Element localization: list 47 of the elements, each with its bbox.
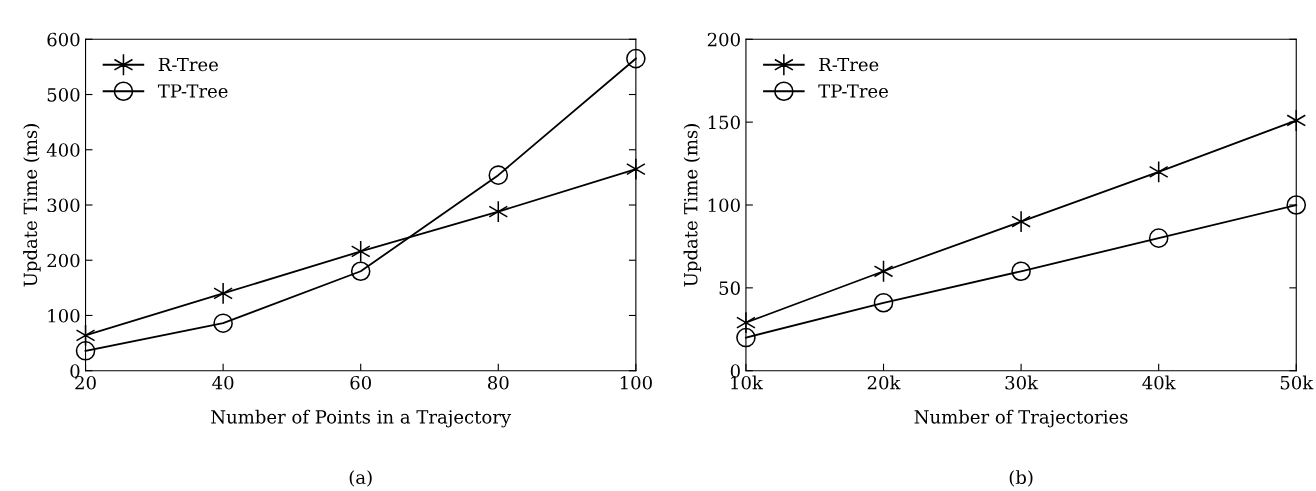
y-tick-label: 0 xyxy=(70,364,80,378)
point xyxy=(1286,195,1307,215)
point xyxy=(75,341,96,361)
point xyxy=(1286,109,1307,132)
point xyxy=(488,165,509,185)
point xyxy=(350,240,371,263)
y-tick-label: 300 xyxy=(47,198,80,213)
point xyxy=(873,292,894,313)
y-tick-label: 150 xyxy=(708,115,740,130)
y-tick-label: 200 xyxy=(707,32,740,47)
y-axis-title: Update Time (ms) xyxy=(683,124,702,287)
x-tick-label: 30k xyxy=(1005,375,1039,390)
point xyxy=(213,282,233,305)
x-tick-label: 20 xyxy=(75,375,96,390)
point xyxy=(1148,160,1169,184)
x-tick-label: 60 xyxy=(350,375,371,390)
point xyxy=(488,200,509,223)
point xyxy=(736,327,756,348)
point xyxy=(350,261,371,282)
y-axis-title: Update Time (ms) xyxy=(23,124,41,287)
x-tick-label: 40k xyxy=(1142,375,1176,390)
point xyxy=(1011,261,1031,282)
x-tick-label: 50k xyxy=(1280,375,1314,390)
y-tick-label: 50 xyxy=(719,281,740,295)
point xyxy=(1011,210,1031,233)
x-tick-label: 100 xyxy=(620,375,652,390)
y-tick-label: 100 xyxy=(708,198,740,213)
point xyxy=(626,48,646,69)
x-axis-title: Number of Points in a Trajectory xyxy=(211,409,512,428)
point xyxy=(213,313,233,333)
point xyxy=(873,260,894,283)
y-tick-label: 400 xyxy=(46,143,80,157)
y-tick-label: 100 xyxy=(48,308,80,323)
x-tick-label: 20k xyxy=(867,375,901,390)
point xyxy=(1148,228,1169,248)
text: (b) xyxy=(1009,470,1033,487)
x-tick-label: 80 xyxy=(488,375,509,390)
y-tick-label: 600 xyxy=(47,32,80,47)
legend-label: TP-Tree xyxy=(157,84,228,98)
legend-label: R-Tree xyxy=(819,57,879,72)
y-tick-label: 500 xyxy=(47,87,80,102)
text: (a) xyxy=(349,470,372,487)
x-axis-title: Number of Trajectories xyxy=(914,409,1128,428)
legend-label: R-Tree xyxy=(158,57,218,72)
y-tick-label: 200 xyxy=(47,253,80,268)
legend-label: TP-Tree xyxy=(818,84,888,98)
x-tick-label: 40 xyxy=(212,375,234,390)
